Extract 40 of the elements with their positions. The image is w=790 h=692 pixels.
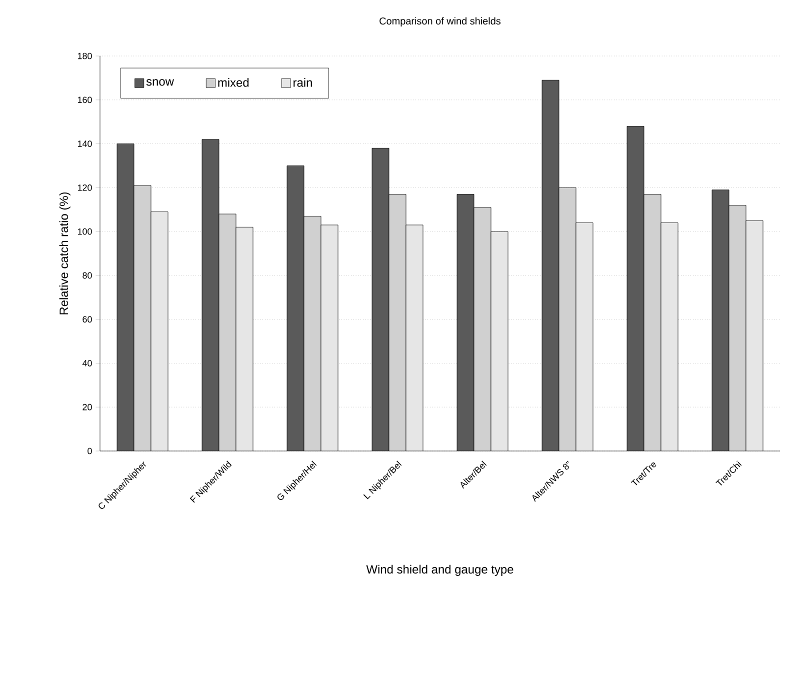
x-axis-title: Wind shield and gauge type bbox=[366, 564, 514, 576]
bar bbox=[304, 216, 321, 451]
chart-title: Comparison of wind shields bbox=[380, 17, 501, 26]
y-tick-label: 60 bbox=[82, 316, 92, 323]
bar bbox=[321, 224, 338, 451]
bar bbox=[712, 190, 730, 451]
bar bbox=[542, 80, 559, 451]
bar bbox=[389, 194, 406, 451]
bar bbox=[372, 148, 389, 451]
y-tick-label: 20 bbox=[82, 404, 92, 410]
bar bbox=[287, 166, 304, 451]
bar bbox=[728, 205, 746, 451]
bar bbox=[219, 214, 236, 451]
bar bbox=[661, 222, 678, 451]
bar bbox=[151, 212, 168, 451]
y-axis-title: Relative catch ratio (%) bbox=[59, 192, 70, 314]
y-tick-label: 120 bbox=[78, 184, 92, 191]
bar bbox=[117, 144, 134, 451]
y-tick-label: 0 bbox=[88, 448, 92, 454]
y-tick-label: 100 bbox=[78, 228, 92, 235]
bar bbox=[627, 126, 644, 451]
y-tick-label: 40 bbox=[82, 360, 92, 366]
y-tick-label: 180 bbox=[78, 52, 92, 60]
bar bbox=[644, 194, 662, 451]
bar bbox=[406, 224, 423, 451]
legend-label: mixed bbox=[218, 78, 249, 87]
bar bbox=[236, 227, 253, 451]
legend-label: rain bbox=[294, 78, 312, 87]
bar bbox=[457, 194, 474, 451]
legend-label: snow bbox=[146, 79, 174, 86]
bar bbox=[202, 139, 219, 451]
bar bbox=[576, 222, 594, 451]
bar bbox=[746, 220, 764, 451]
y-tick-label: 80 bbox=[82, 272, 92, 279]
bar bbox=[559, 188, 576, 451]
bar bbox=[134, 185, 151, 451]
y-tick-label: 160 bbox=[78, 96, 92, 104]
y-tick-label: 140 bbox=[78, 140, 92, 147]
bar bbox=[474, 207, 491, 451]
bar bbox=[491, 232, 508, 451]
